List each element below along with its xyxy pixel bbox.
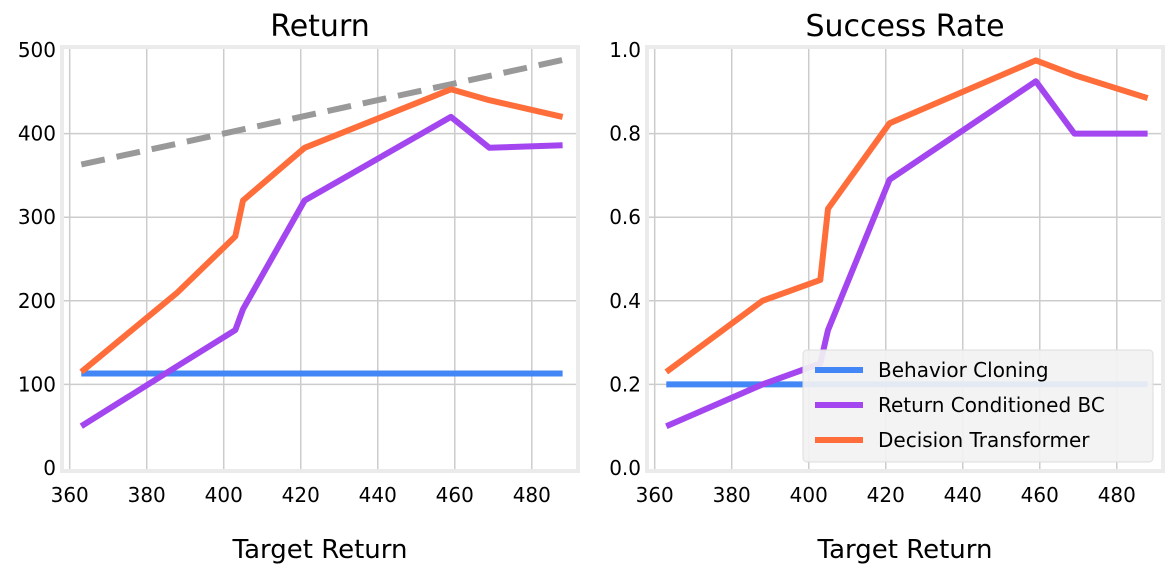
return-x-tick-label: 360 bbox=[51, 483, 89, 507]
success-rate-series-rcbc bbox=[665, 78, 1148, 429]
success-rate-x-tick-label: 400 bbox=[790, 483, 828, 507]
success-rate-y-tick-label: 1.0 bbox=[609, 38, 641, 62]
return-x-axis-label: Target Return bbox=[232, 535, 408, 565]
legend-box bbox=[802, 349, 1154, 463]
return-x-tick-label: 420 bbox=[282, 483, 320, 507]
success-rate-x-tick-label: 480 bbox=[1098, 483, 1136, 507]
return-y-ticks: 0 100 200 300 400 500 bbox=[18, 38, 56, 480]
return-x-tick-label: 400 bbox=[205, 483, 243, 507]
return-x-ticks: 360 380 400 420 440 460 480 bbox=[51, 483, 551, 507]
legend: Behavior Cloning Return Conditioned BC D… bbox=[802, 349, 1154, 463]
return-x-tick-label: 380 bbox=[128, 483, 166, 507]
success-rate-x-tick-label: 360 bbox=[636, 483, 674, 507]
return-chart: 0 100 200 300 400 500 360 380 400 420 440 460 480 R… bbox=[18, 9, 580, 565]
success-rate-series-dt bbox=[664, 57, 1149, 375]
return-y-tick-label: 400 bbox=[18, 122, 56, 146]
success-rate-y-ticks: 0.0 0.2 0.4 0.6 0.8 1.0 bbox=[609, 38, 641, 480]
return-x-tick-label: 440 bbox=[359, 483, 397, 507]
legend-label-behavior-cloning: Behavior Cloning bbox=[878, 358, 1049, 382]
return-x-tick-label: 480 bbox=[513, 483, 551, 507]
success-rate-chart: 0.0 0.2 0.4 0.6 0.8 1.0 360 380 400 420 440 460 480… bbox=[609, 9, 1165, 565]
return-series-dt bbox=[79, 86, 564, 375]
success-rate-x-tick-label: 460 bbox=[1021, 483, 1059, 507]
return-series-rcbc bbox=[79, 113, 563, 429]
return-y-tick-label: 100 bbox=[18, 372, 56, 396]
return-series-reference bbox=[80, 57, 564, 168]
return-chart-title: Return bbox=[270, 9, 370, 44]
success-rate-y-tick-label: 0.6 bbox=[609, 205, 641, 229]
success-rate-chart-title: Success Rate bbox=[805, 9, 1004, 44]
success-rate-x-axis-label: Target Return bbox=[817, 535, 993, 565]
return-series bbox=[79, 57, 564, 429]
return-plot-area bbox=[60, 45, 580, 473]
success-rate-x-tick-label: 380 bbox=[713, 483, 751, 507]
legend-label-decision-transformer: Decision Transformer bbox=[878, 428, 1090, 452]
success-rate-y-tick-label: 0.0 bbox=[609, 456, 641, 480]
success-rate-x-tick-label: 420 bbox=[867, 483, 905, 507]
return-y-tick-label: 200 bbox=[18, 289, 56, 313]
success-rate-x-ticks: 360 380 400 420 440 460 480 bbox=[636, 483, 1136, 507]
return-y-tick-label: 0 bbox=[43, 456, 56, 480]
return-x-tick-label: 460 bbox=[436, 483, 474, 507]
legend-label-return-conditioned-bc: Return Conditioned BC bbox=[878, 393, 1105, 417]
success-rate-x-tick-label: 440 bbox=[944, 483, 982, 507]
return-y-tick-label: 300 bbox=[18, 205, 56, 229]
return-y-tick-label: 500 bbox=[18, 38, 56, 62]
success-rate-y-tick-label: 0.8 bbox=[609, 122, 641, 146]
success-rate-y-tick-label: 0.4 bbox=[609, 289, 641, 313]
success-rate-y-tick-label: 0.2 bbox=[609, 372, 641, 396]
